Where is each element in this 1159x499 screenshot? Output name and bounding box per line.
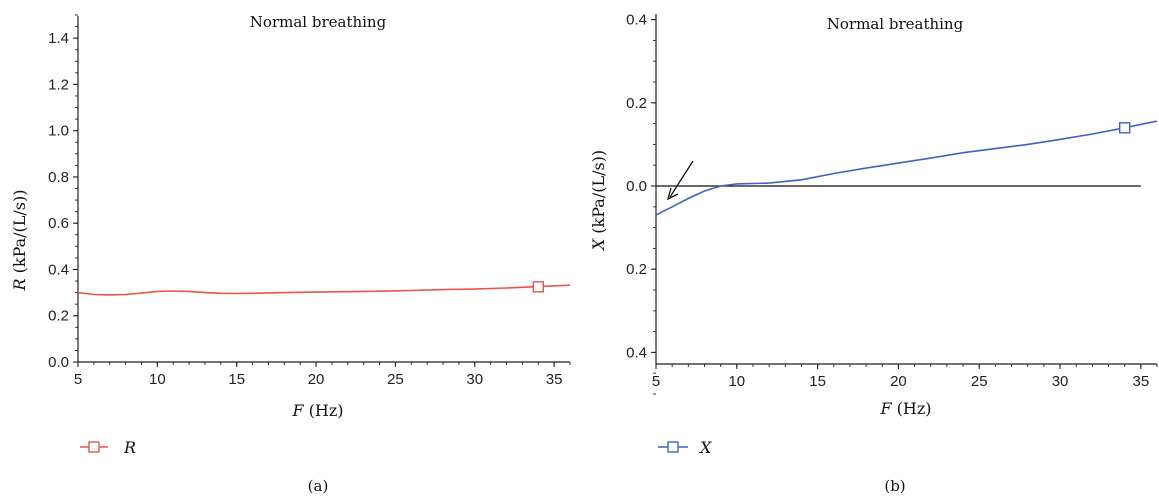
arrow-head xyxy=(666,187,679,201)
y-tick-label: 0.6 xyxy=(48,215,69,232)
panel-a-y-ticks: 0.0 0.2 0.4 0.6 0.8 1.0 1.2 1.4 xyxy=(48,14,78,371)
arrow-shaft xyxy=(669,160,694,198)
legend-X-swatch-marker xyxy=(667,441,679,453)
y-tick-label: 0.0 xyxy=(48,354,69,371)
chart-panel-a: 0.0 0.2 0.4 0.6 0.8 1.0 1.2 1.4 5 10 15 20 25 30 35 N… xyxy=(10,13,571,495)
series-line-R xyxy=(77,284,571,296)
y-tick-label: 0.4 xyxy=(626,12,647,29)
panel-a-y-axis-unit: (kPa/(L/s)) xyxy=(10,190,29,279)
x-tick-label: 20 xyxy=(308,371,325,388)
series-marker-X xyxy=(1118,122,1131,134)
y-tick-label: 1.2 xyxy=(48,76,69,93)
x-tick-label: 10 xyxy=(728,373,745,390)
y-tick-label: 0.4 xyxy=(626,344,647,361)
panel-b-x-ticks: 5 10 15 20 25 30 35 xyxy=(652,364,1158,390)
panel-a-x-axis-var: F xyxy=(291,401,304,420)
x-tick-label: 35 xyxy=(546,371,563,388)
y-tick-label: 0.0 xyxy=(626,178,647,195)
y-tick-label: 0.2 xyxy=(626,261,647,278)
panel-b-legend: X xyxy=(658,438,712,457)
x-tick-label: 10 xyxy=(149,371,166,388)
x-tick-label: 25 xyxy=(971,373,988,390)
panel-b-x-axis-var: F xyxy=(879,399,892,418)
y-tick-label: 0.8 xyxy=(48,169,69,186)
panel-b-y-ticks: 0.4 0.2 0.0 0.2 0.4 xyxy=(626,12,656,395)
chart-panel-b: 0.4 0.2 0.0 0.2 0.4 5 10 15 20 25 30 35 Normal bre… xyxy=(589,12,1158,495)
x-tick-label: 30 xyxy=(1052,373,1069,390)
x-tick-label: 35 xyxy=(1132,373,1149,390)
panel-a-x-axis-unit: (Hz) xyxy=(304,401,344,420)
panel-b-y-axis-unit: (kPa/(L/s)) xyxy=(589,150,608,239)
panel-a-y-axis-var: R xyxy=(10,278,29,291)
legend-R-label: R xyxy=(123,438,136,457)
y-tick-label: 1.4 xyxy=(48,30,69,47)
x-tick-label: 5 xyxy=(652,373,660,390)
x-tick-label: 5 xyxy=(74,371,82,388)
panel-a-legend: R xyxy=(80,438,136,457)
panel-a-title: Normal breathing xyxy=(250,13,387,31)
panel-a-caption: (a) xyxy=(308,477,329,495)
panel-b-caption: (b) xyxy=(884,477,905,495)
panel-a-y-axis-label: R (kPa/(L/s)) xyxy=(10,190,29,292)
x-tick-label: 25 xyxy=(387,371,404,388)
y-tick-label: 0.2 xyxy=(626,95,647,112)
panel-b-x-axis-unit: (Hz) xyxy=(892,399,932,418)
panel-b-y-axis-var: X xyxy=(589,238,608,252)
panel-b-x-axis-label: F (Hz) xyxy=(879,399,931,418)
y-tick-label: 0.2 xyxy=(48,308,69,325)
y-tick-label: 1.0 xyxy=(48,123,69,140)
arrow-annotation xyxy=(666,160,694,201)
x-tick-label: 30 xyxy=(466,371,483,388)
legend-R-swatch-marker xyxy=(88,441,100,453)
x-tick-label: 15 xyxy=(809,373,826,390)
series-marker-R xyxy=(532,281,544,293)
x-tick-label: 15 xyxy=(228,371,245,388)
series-line-X xyxy=(655,120,1158,216)
y-tick-label: 0.4 xyxy=(48,261,69,278)
panel-b-y-axis-label: X (kPa/(L/s)) xyxy=(589,150,608,252)
panel-b-title: Normal breathing xyxy=(827,15,964,33)
legend-X-label: X xyxy=(698,438,712,457)
panel-a-x-axis-label: F (Hz) xyxy=(291,401,343,420)
x-tick-label: 20 xyxy=(890,373,907,390)
panel-a-x-ticks: 5 10 15 20 25 30 35 xyxy=(74,362,571,388)
